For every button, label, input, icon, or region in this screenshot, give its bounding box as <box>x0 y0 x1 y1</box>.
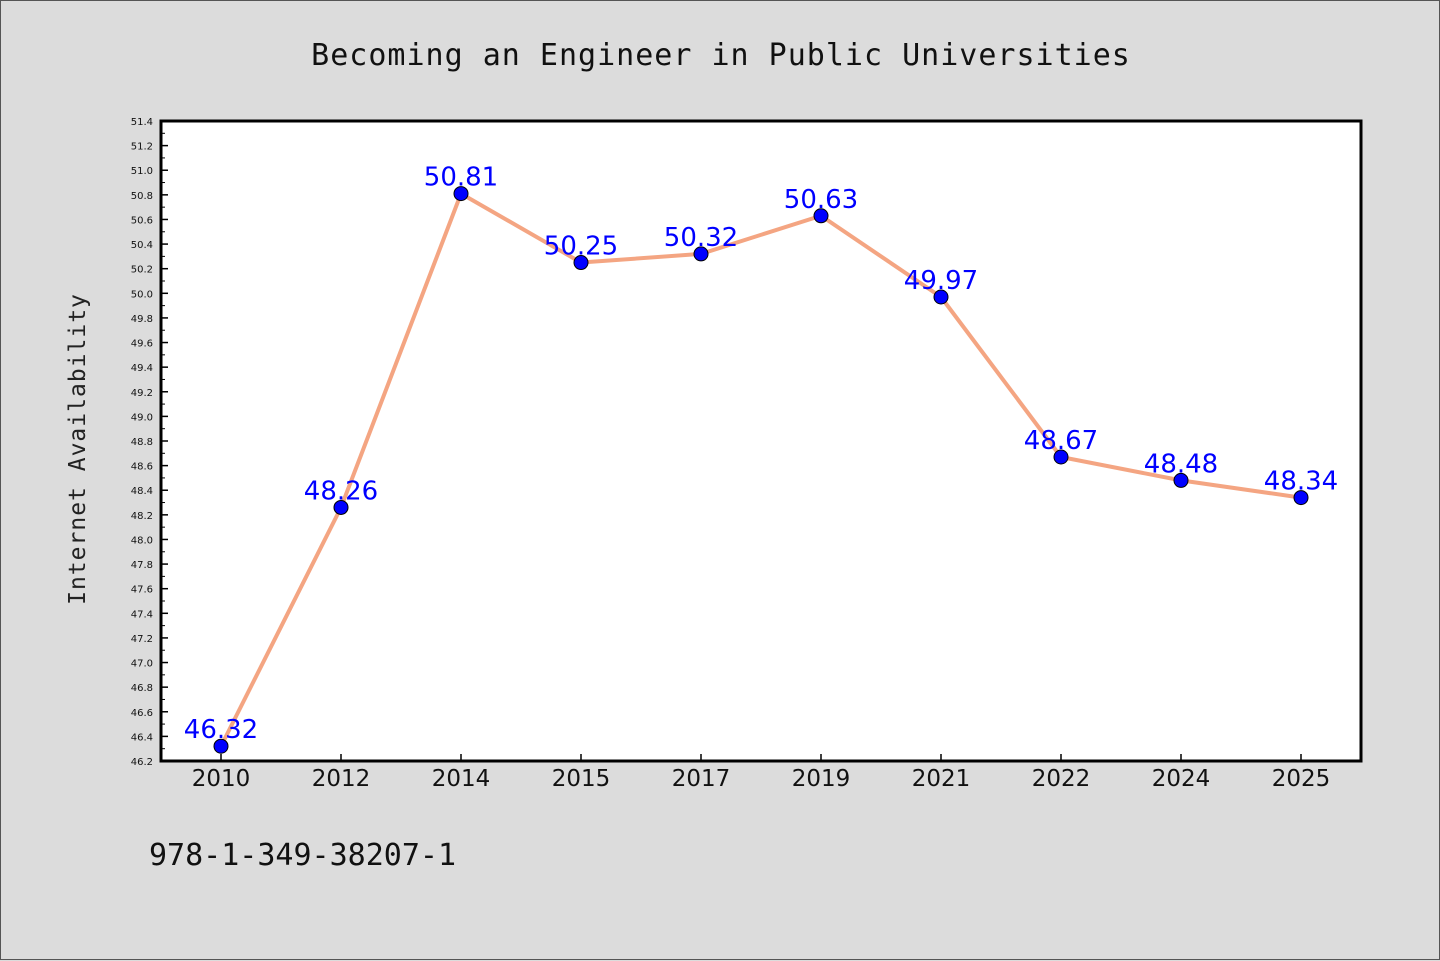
data-point <box>1293 490 1309 506</box>
data-point <box>573 255 589 271</box>
data-labels: 46.32 48.26 50.81 50.25 50.32 50.63 49.97 48.67… <box>184 163 1338 746</box>
y-tick-label: 51.2 <box>131 142 153 153</box>
data-label: 50.25 <box>544 232 618 262</box>
y-tick-label: 50.6 <box>131 215 153 226</box>
data-label: 48.48 <box>1144 449 1218 479</box>
y-tick-label: 50.8 <box>131 191 153 202</box>
y-tick-label: 50.2 <box>131 265 153 276</box>
series-layer <box>213 186 1309 754</box>
y-tick-label: 48.6 <box>131 462 153 473</box>
data-point <box>333 499 349 515</box>
data-label: 50.81 <box>424 163 498 193</box>
data-point <box>213 738 229 754</box>
y-tick-label: 51.4 <box>131 117 153 128</box>
y-tick-label: 50.4 <box>131 240 153 251</box>
x-tick-label: 2021 <box>912 766 971 792</box>
x-tick-label: 2019 <box>792 766 851 792</box>
data-point <box>693 246 709 262</box>
chart-title: Becoming an Engineer in Public Universit… <box>311 38 1131 73</box>
y-tick-label: 50.0 <box>131 289 153 300</box>
y-tick-label: 49.2 <box>131 388 153 399</box>
data-point <box>933 289 949 305</box>
x-tick-label: 2025 <box>1272 766 1331 792</box>
x-tick-label: 2015 <box>552 766 611 792</box>
x-tick-label: 2022 <box>1032 766 1091 792</box>
y-tick-label: 47.2 <box>131 634 153 645</box>
y-tick-label: 49.0 <box>131 412 153 423</box>
y-tick-label: 46.2 <box>131 757 153 768</box>
data-point <box>1173 472 1189 488</box>
data-label: 49.97 <box>904 266 978 296</box>
y-tick-label: 48.8 <box>131 437 153 448</box>
data-label: 46.32 <box>184 715 258 745</box>
y-tick-label: 47.6 <box>131 585 153 596</box>
y-tick-label: 46.4 <box>131 732 153 743</box>
x-tick-label: 2017 <box>672 766 731 792</box>
data-label: 48.26 <box>304 476 378 506</box>
y-tick-label: 49.8 <box>131 314 153 325</box>
data-point <box>453 186 469 202</box>
y-tick-label: 46.6 <box>131 708 153 719</box>
y-axis-label: Internet Availability <box>65 293 91 605</box>
x-tick-label: 2012 <box>312 766 371 792</box>
y-tick-label: 48.2 <box>131 511 153 522</box>
data-label: 50.63 <box>784 185 858 215</box>
y-tick-label: 49.6 <box>131 339 153 350</box>
y-tick-label: 47.0 <box>131 659 153 670</box>
y-tick-label: 48.4 <box>131 486 153 497</box>
data-label: 50.32 <box>664 223 738 253</box>
data-label: 48.67 <box>1024 426 1098 456</box>
data-point <box>813 208 829 224</box>
y-tick-label: 47.4 <box>131 609 153 620</box>
series-line <box>219 191 1303 749</box>
data-point <box>1053 449 1069 465</box>
y-tick-label: 47.8 <box>131 560 153 571</box>
plot-area <box>159 119 1363 763</box>
y-tick-label: 51.0 <box>131 166 153 177</box>
y-tick-label: 48.0 <box>131 535 153 546</box>
x-tick-label: 2010 <box>192 766 251 792</box>
y-tick-label: 49.4 <box>131 363 153 374</box>
x-tick-label: 2014 <box>432 766 491 792</box>
footnote-isbn: 978-1-349-38207-1 <box>149 838 456 873</box>
x-axis: 2010 2012 2014 2015 2017 2019 2021 2022 2024 2025 <box>192 754 1331 792</box>
x-tick-label: 2024 <box>1152 766 1211 792</box>
y-tick-label: 46.8 <box>131 683 153 694</box>
y-axis: 46.2 46.4 46.6 46.8 47.0 47.2 47.4 47.6 47.8 48.0… <box>131 117 168 768</box>
data-label: 48.34 <box>1264 467 1338 497</box>
